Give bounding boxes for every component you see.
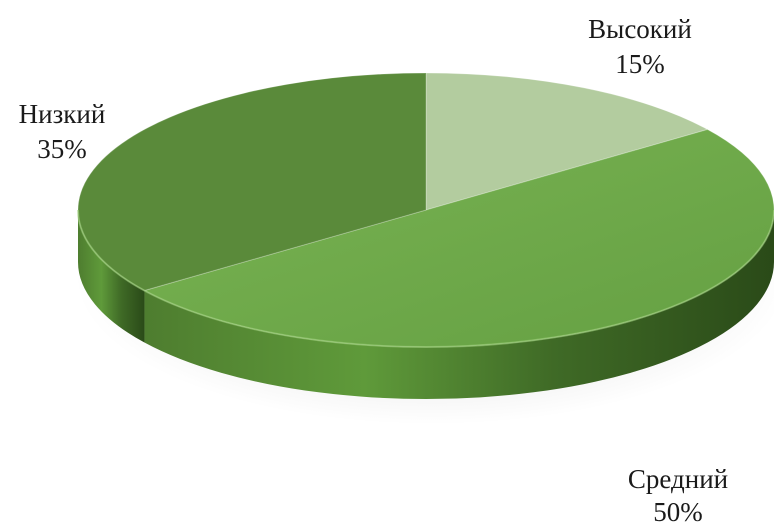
slice-percent-label-2: 35% <box>37 134 87 164</box>
slice-category-label-0: Высокий <box>588 14 692 44</box>
slice-percent-label-0: 15% <box>615 49 665 79</box>
pie-side-1 <box>144 210 774 399</box>
slice-category-label-2: Низкий <box>19 99 106 129</box>
slice-percent-label-1: 50% <box>653 497 703 526</box>
pie-slice-0 <box>425 72 709 211</box>
slice-category-label-1: Средний <box>628 464 728 494</box>
pie-rim-highlight <box>77 209 774 348</box>
pie-side-2 <box>78 210 145 343</box>
